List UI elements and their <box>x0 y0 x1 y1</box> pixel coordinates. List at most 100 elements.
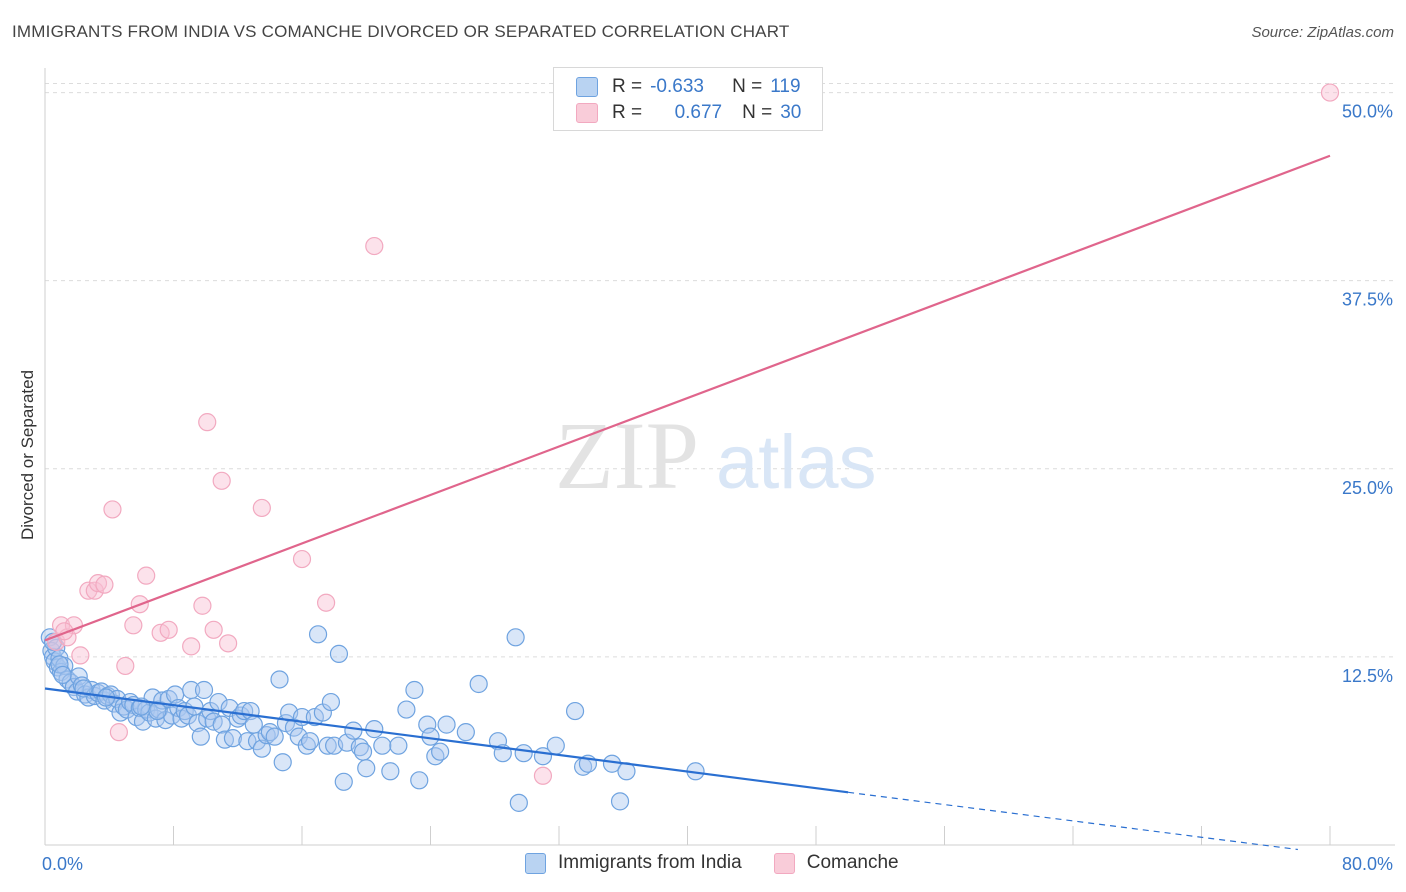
data-point-india <box>50 655 69 674</box>
data-point-comanche <box>79 581 98 600</box>
data-point-india <box>610 792 630 811</box>
data-point-india <box>212 715 231 734</box>
data-point-india <box>265 727 284 746</box>
data-point-comanche <box>219 634 238 653</box>
data-point-india <box>509 793 528 812</box>
data-point-india <box>223 729 243 748</box>
legend-r-value: 0.677 <box>674 102 723 123</box>
trend-line-india-extension <box>848 791 1298 851</box>
data-point-india <box>321 692 341 712</box>
data-point-india <box>469 674 488 694</box>
data-point-india <box>308 625 328 644</box>
data-point-india <box>148 701 167 721</box>
series-comanche-points <box>47 83 1340 785</box>
data-point-india <box>188 714 207 733</box>
trend-line-comanche <box>44 154 1331 642</box>
legend: R = -0.633 N = 119 R = 0.677 N = 30 <box>553 67 823 131</box>
x-tick-label: 80.0% <box>1342 854 1393 874</box>
y-tick-label: 50.0% <box>1342 102 1393 122</box>
data-point-india <box>121 692 140 712</box>
data-point-india <box>334 772 353 791</box>
data-point-comanche <box>204 620 223 639</box>
bottom-legend: Immigrants from India Comanche <box>525 852 931 874</box>
data-point-india <box>397 700 416 719</box>
trend-lines <box>44 154 1331 851</box>
data-point-india <box>318 736 337 755</box>
source-label: Source: ZipAtlas.com <box>1251 24 1394 41</box>
axes <box>44 68 1395 846</box>
y-tick-label: 12.5% <box>1342 666 1393 686</box>
data-point-india <box>300 732 320 751</box>
data-point-comanche <box>137 566 156 585</box>
legend-swatch-india <box>576 77 598 97</box>
data-point-india <box>546 736 565 755</box>
data-point-india <box>437 715 456 734</box>
data-point-comanche <box>1320 83 1340 102</box>
data-point-india <box>381 762 400 781</box>
legend-r-label: R = <box>612 76 643 97</box>
data-point-comanche <box>182 637 201 656</box>
watermark: ZIP atlas <box>555 402 877 509</box>
legend-row-india: R = -0.633 N = 119 <box>576 75 801 99</box>
data-point-comanche <box>533 766 553 785</box>
data-point-india <box>456 723 475 742</box>
watermark-atlas: atlas <box>716 420 877 505</box>
data-point-india <box>357 759 376 778</box>
data-point-comanche <box>159 620 178 639</box>
legend-r-value: -0.633 <box>650 76 704 97</box>
data-point-comanche <box>103 500 122 519</box>
data-point-india <box>329 644 349 663</box>
data-point-comanche <box>116 656 135 676</box>
data-point-comanche <box>198 413 217 432</box>
data-point-india <box>194 680 214 700</box>
y-tick-label: 25.0% <box>1342 478 1393 498</box>
grid-lines <box>45 83 1395 658</box>
data-point-comanche <box>124 616 143 635</box>
data-point-comanche <box>316 593 336 612</box>
bottom-legend-label-comanche: Comanche <box>806 852 899 873</box>
data-point-india <box>514 744 533 763</box>
chart-title: IMMIGRANTS FROM INDIA VS COMANCHE DIVORC… <box>12 22 790 41</box>
data-point-india <box>410 771 429 790</box>
series-india-points <box>40 625 705 812</box>
data-point-india <box>191 727 210 746</box>
data-point-comanche <box>109 723 128 742</box>
legend-n-label: N = <box>732 76 763 97</box>
legend-r-label: R = <box>612 102 643 123</box>
data-point-comanche <box>193 596 212 615</box>
data-point-india <box>365 720 384 739</box>
data-point-india <box>353 742 373 761</box>
tick-labels: 12.5% 25.0% 37.5% 50.0% 0.0% 80.0% <box>42 102 1393 874</box>
data-point-india <box>405 680 424 700</box>
legend-row-comanche: R = 0.677 N = 30 <box>576 101 801 125</box>
data-point-india <box>418 715 437 734</box>
data-point-india <box>373 736 392 755</box>
x-tick-label: 0.0% <box>42 854 83 874</box>
data-point-india <box>270 670 289 689</box>
bottom-legend-india: Immigrants from India <box>525 852 742 874</box>
bottom-legend-swatch-india <box>525 852 546 874</box>
legend-n-value: 30 <box>780 102 802 123</box>
y-axis-label: Divorced or Separated <box>18 370 37 540</box>
trend-line-india <box>44 687 849 794</box>
data-point-india <box>389 736 408 755</box>
data-point-india <box>431 742 450 761</box>
bottom-legend-label-india: Immigrants from India <box>558 852 742 873</box>
data-point-comanche <box>71 646 90 665</box>
data-point-comanche <box>365 236 384 256</box>
data-point-india <box>238 732 257 751</box>
data-point-india <box>53 665 72 685</box>
data-point-india <box>252 739 271 758</box>
data-point-india <box>273 753 292 772</box>
bottom-legend-comanche: Comanche <box>773 852 899 874</box>
data-point-comanche <box>252 498 271 518</box>
watermark-zip: ZIP <box>555 402 699 509</box>
data-point-comanche <box>292 549 312 569</box>
legend-n-value: 119 <box>770 76 801 97</box>
bottom-legend-swatch-comanche <box>773 852 795 874</box>
data-point-india <box>506 628 525 647</box>
data-point-india <box>565 701 585 721</box>
data-point-comanche <box>88 574 108 593</box>
data-point-india <box>344 721 363 740</box>
